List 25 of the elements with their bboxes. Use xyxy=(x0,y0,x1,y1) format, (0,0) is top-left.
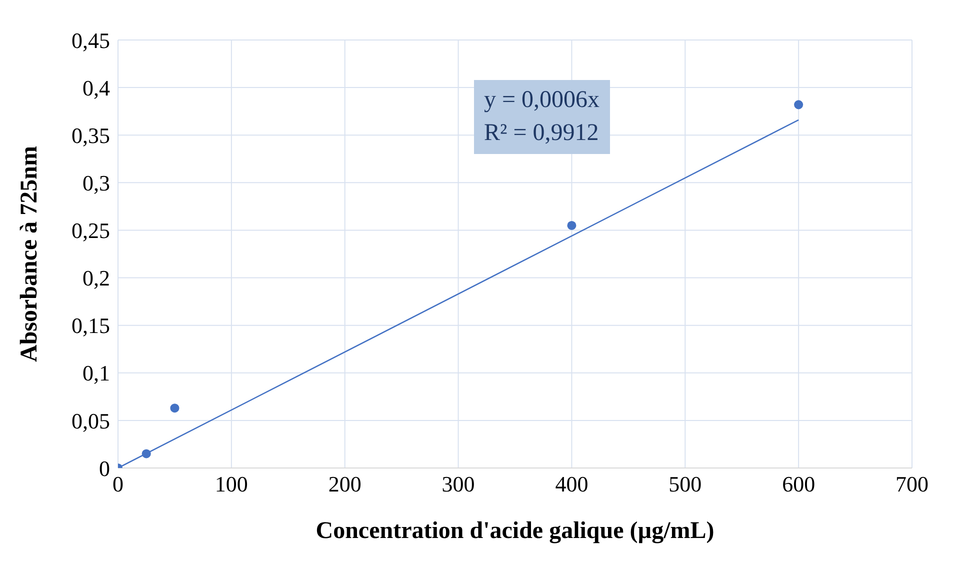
y-tick-label: 0,1 xyxy=(82,360,110,386)
annotation: y = 0,0006x xyxy=(484,86,600,115)
y-tick-label: 0,25 xyxy=(72,218,110,244)
y-tick-label: 0,3 xyxy=(82,170,110,196)
y-tick-label: 0,15 xyxy=(72,313,110,338)
x-tick-label: 300 xyxy=(442,472,475,497)
x-tick-label: 500 xyxy=(668,472,702,497)
x-tick-label: 700 xyxy=(896,472,928,497)
point xyxy=(567,220,576,230)
y-tick-label: 0,2 xyxy=(82,266,110,291)
annotation: R² = 0,9912 xyxy=(484,119,600,148)
x-axis-title: Concentration d'acide galique (µg/mL) xyxy=(316,518,714,544)
x-tick-label: 200 xyxy=(328,472,362,497)
y-tick-label: 0 xyxy=(99,456,110,481)
y-tick-label: 0,45 xyxy=(72,28,110,53)
x-tick-label: 400 xyxy=(555,472,588,497)
point xyxy=(142,449,151,458)
x-tick-label: 600 xyxy=(782,472,816,497)
y-axis-title: Absorbance à 725nm xyxy=(16,146,43,362)
x-tick-label: 100 xyxy=(214,472,248,497)
point xyxy=(794,100,804,110)
y-tick-label: 0,05 xyxy=(72,408,110,434)
y-tick-label: 0,4 xyxy=(82,75,110,100)
y-tick-label: 0,35 xyxy=(72,122,110,148)
point xyxy=(170,404,180,413)
